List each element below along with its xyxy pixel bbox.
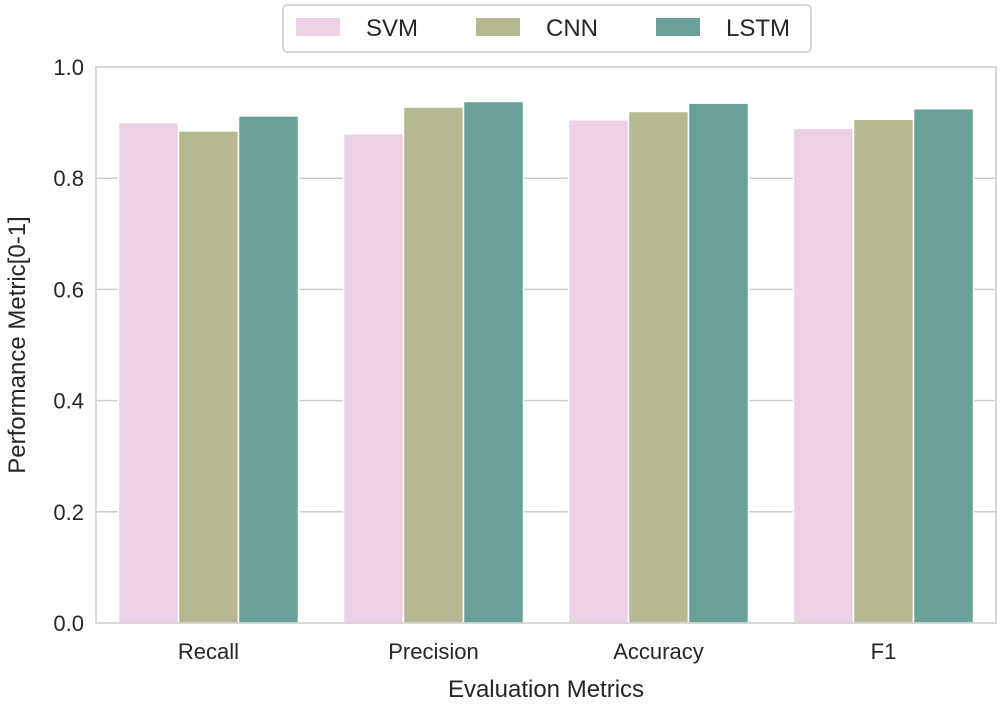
bar-cnn-f1 bbox=[852, 118, 915, 624]
legend-item-svm: SVM bbox=[296, 15, 418, 42]
x-tick-label: Precision bbox=[388, 639, 478, 664]
legend-label: SVM bbox=[366, 15, 418, 42]
bar-svm-f1 bbox=[792, 127, 855, 624]
bar-cnn-recall bbox=[177, 130, 240, 624]
y-tick-label: 0.4 bbox=[53, 389, 84, 414]
bar-lstm-precision bbox=[462, 100, 525, 624]
legend-label: LSTM bbox=[726, 15, 790, 42]
x-axis-title: Evaluation Metrics bbox=[448, 676, 644, 703]
y-axis-title: Performance Metric[0-1] bbox=[4, 216, 31, 473]
legend-label: CNN bbox=[546, 15, 598, 42]
legend-frame bbox=[282, 4, 812, 53]
y-tick-label: 1.0 bbox=[53, 55, 84, 80]
legend-swatch bbox=[476, 18, 520, 36]
x-tick-label: Recall bbox=[178, 639, 239, 664]
y-tick-labels: 0.0 0.2 0.4 0.6 0.8 1.0 bbox=[53, 55, 84, 636]
legend-swatch bbox=[296, 18, 340, 36]
y-tick-label: 0.8 bbox=[53, 166, 84, 191]
bar-lstm-accuracy bbox=[687, 102, 750, 624]
bar-cnn-accuracy bbox=[627, 110, 690, 624]
legend-item-cnn: CNN bbox=[476, 15, 598, 42]
bar-cnn-precision bbox=[402, 106, 465, 624]
bar-svm-accuracy bbox=[567, 119, 630, 624]
x-tick-label: Accuracy bbox=[613, 639, 703, 664]
legend-item-lstm: LSTM bbox=[656, 15, 790, 42]
bars bbox=[117, 100, 975, 624]
bar-lstm-recall bbox=[237, 115, 300, 624]
bar-svm-recall bbox=[117, 121, 180, 624]
plot-frame bbox=[95, 66, 997, 624]
y-tick-label: 0.6 bbox=[53, 277, 84, 302]
legend-swatch bbox=[656, 18, 700, 36]
x-tick-labels: Recall Precision Accuracy F1 bbox=[178, 639, 896, 664]
bar-lstm-f1 bbox=[912, 107, 975, 624]
bar-svm-precision bbox=[342, 132, 405, 624]
legend: SVM CNN LSTM bbox=[282, 4, 812, 53]
y-tick-label: 0.0 bbox=[53, 611, 84, 636]
y-tick-label: 0.2 bbox=[53, 500, 84, 525]
x-tick-label: F1 bbox=[871, 639, 897, 664]
